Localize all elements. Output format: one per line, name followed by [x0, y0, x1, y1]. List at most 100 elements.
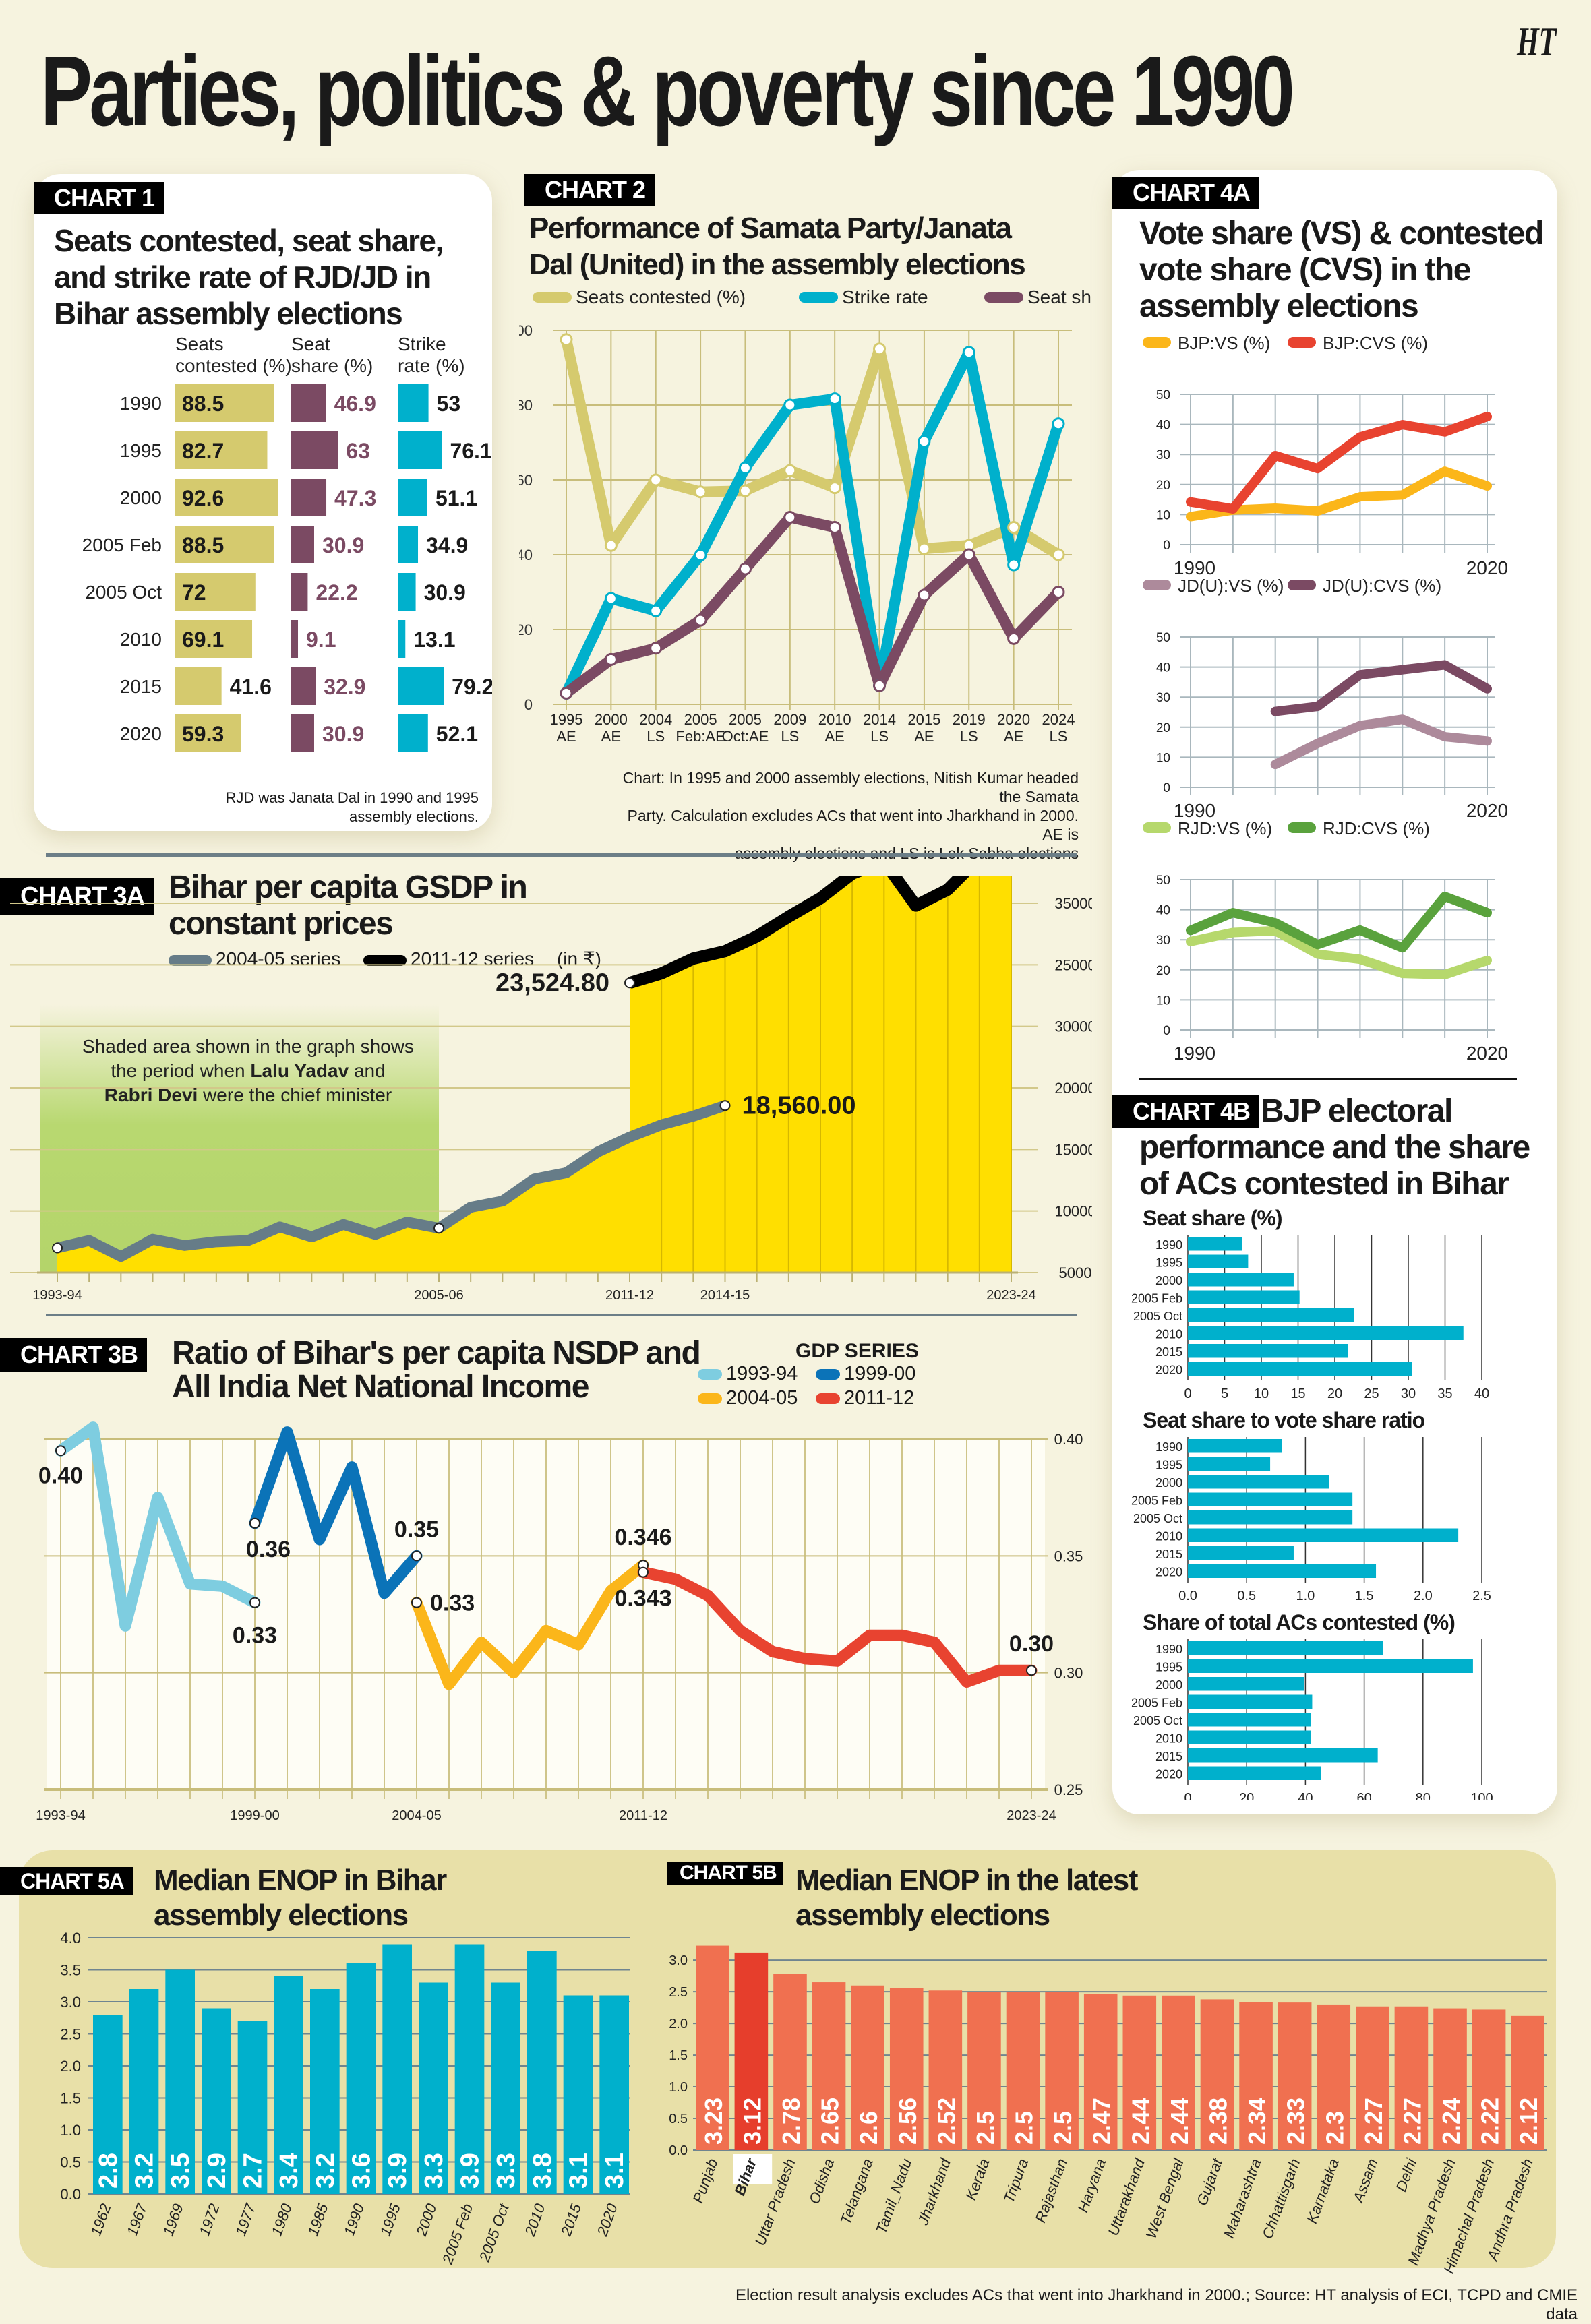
y-tick-label: 20 [1156, 479, 1170, 493]
x-tick-label: 1990 [1174, 557, 1215, 578]
bar [1188, 1290, 1300, 1304]
bar-value-label: 3.3 [420, 2153, 448, 2189]
x-tick-label: 2010 [818, 711, 851, 728]
x-tick-label: 10 [1254, 1386, 1269, 1401]
bar-value-label: 2.5 [1049, 2111, 1077, 2145]
bar-value-label: 2.27 [1398, 2098, 1426, 2145]
bar-value-label: 3.9 [384, 2153, 412, 2189]
y-tick-label: 50 [1156, 388, 1170, 402]
data-point [249, 1597, 260, 1608]
bar [889, 1988, 924, 2150]
chart4b-title-line: performance and the share [1139, 1130, 1530, 1165]
data-point [649, 642, 663, 655]
data-point [638, 1566, 649, 1578]
bar [773, 1974, 807, 2150]
x-tick-label: 15 [1290, 1386, 1305, 1401]
x-tick-label: 2004-05 [392, 1808, 441, 1823]
bar-value-label: 3.4 [275, 2153, 303, 2189]
x-tick-label: 40 [1298, 1791, 1313, 1800]
bar-value-label: 2.78 [777, 2098, 805, 2145]
y-tick-label: 40 [519, 547, 533, 563]
legend-label: Seats contested (%) [576, 286, 746, 307]
bar-value-label: 2.22 [1476, 2098, 1504, 2145]
page-title: Parties, politics & poverty since 1990 [40, 36, 1295, 147]
bar [696, 1945, 729, 2150]
data-point [694, 549, 707, 562]
bar-value-label: 41.6 [230, 675, 272, 699]
x-tick-label: AE [556, 728, 576, 745]
y-tick-label: 30 [1156, 934, 1170, 948]
annotation-text: Rabri Devi [104, 1084, 198, 1105]
bar [165, 1969, 195, 2194]
row-label: 1990 [120, 393, 162, 414]
bar-value-label: 2.56 [894, 2098, 922, 2145]
x-tick-label: 2004 [639, 711, 672, 728]
bar [175, 573, 256, 611]
bar-value-label: 3.9 [456, 2153, 485, 2189]
bar [291, 526, 314, 563]
legend-swatch [1143, 822, 1171, 833]
bar [1188, 1564, 1377, 1578]
legend-item: 1993-94 [698, 1362, 798, 1386]
y-tick-label: 1995 [1155, 1661, 1182, 1674]
legend-label: JD(U):VS (%) [1178, 576, 1284, 596]
row-label: 2015 [120, 676, 162, 697]
ht-logo: HT [1517, 20, 1557, 64]
bar [291, 714, 314, 752]
y-tick-label: 30 [1156, 691, 1170, 705]
data-point [918, 542, 931, 555]
bar-value-label: 2.65 [816, 2098, 844, 2145]
y-tick-label: 10000 [1054, 1203, 1092, 1220]
chart4b-plot: Seat share (%) 0 5 10 15 20 25 30 35 40 1990 1995 20… [1131, 1206, 1493, 1800]
data-point [604, 592, 618, 605]
bar [291, 667, 316, 705]
x-tick-label: 1985 [304, 2201, 331, 2238]
y-tick-label: 25000 [1054, 956, 1092, 973]
column-header: Strike [398, 334, 446, 355]
data-point [433, 1223, 444, 1234]
bar [1356, 2006, 1389, 2150]
x-tick-label: 1995 [377, 2201, 404, 2238]
y-tick-label: 50 [1156, 631, 1170, 645]
x-tick-label: Chhattisgarh [1259, 2156, 1303, 2241]
bar-value-label: 76.1 [450, 439, 491, 463]
data-point [962, 548, 975, 561]
chart4b-title: BJP electoral performance and the share … [1139, 1093, 1530, 1202]
x-tick-label: AE [914, 728, 934, 745]
legend-item: 2004-05 series [169, 948, 340, 969]
bar [812, 1982, 846, 2150]
bar [1472, 2009, 1506, 2150]
y-tick-label: 1.5 [669, 2048, 688, 2063]
bar-value-label: 2.34 [1243, 2098, 1271, 2145]
x-tick-label: 2.0 [1414, 1589, 1433, 1603]
x-tick-label: Uttarakhand [1105, 2155, 1149, 2238]
x-tick-label: 5 [1221, 1386, 1228, 1401]
x-tick-label: Odisha [806, 2156, 837, 2206]
y-tick-label: 0.0 [60, 2186, 81, 2203]
data-point [249, 1517, 260, 1529]
x-tick-label: AE [601, 728, 621, 745]
column-header: Seats [175, 334, 224, 355]
bar [1239, 2002, 1273, 2150]
legend-label: 1993-94 [726, 1363, 798, 1384]
x-tick-label: LS [960, 728, 978, 745]
bar [398, 479, 427, 516]
data-point [411, 1550, 422, 1562]
subplot-title: Seat share to vote share ratio [1143, 1408, 1425, 1432]
series-line [249, 1426, 423, 1599]
data-point [560, 333, 573, 346]
y-tick-label: 3.0 [60, 1994, 81, 2011]
series-line [55, 1421, 261, 1632]
bar [291, 384, 326, 422]
bar-value-label: 59.3 [182, 722, 224, 746]
data-label: 0.33 [233, 1623, 277, 1649]
bar [1188, 1237, 1242, 1251]
chart3a-title-line: constant prices [169, 906, 394, 942]
bar [1278, 2002, 1312, 2150]
series-line [1270, 660, 1492, 716]
bar [1200, 1999, 1234, 2150]
legend-swatch [816, 1393, 840, 1405]
shaded-annotation: Rabri Devi were the chief minister [104, 1084, 392, 1105]
chart1-title-line: Seats contested, seat share, [54, 223, 444, 258]
column-header: share (%) [291, 355, 373, 376]
